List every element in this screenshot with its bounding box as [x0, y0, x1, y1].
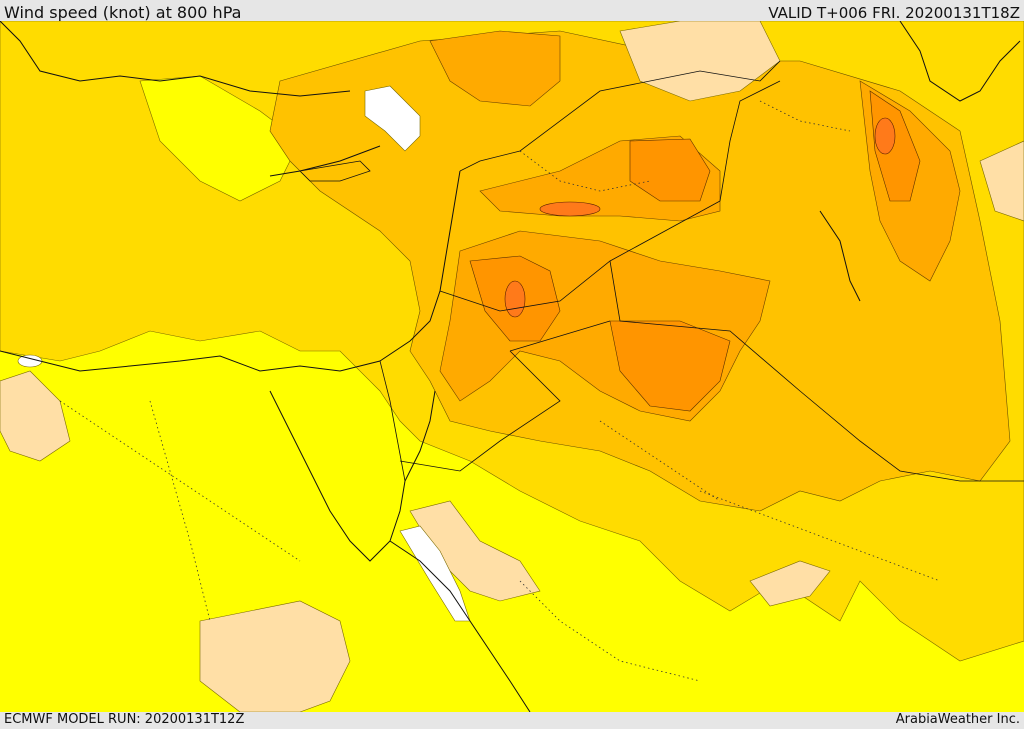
calm-zone-peach-south — [749, 560, 831, 607]
map-title: Wind speed (knot) at 800 hPa — [4, 3, 242, 22]
model-run-label: ECMWF MODEL RUN: 20200131T12Z — [4, 712, 245, 727]
footer-bar: ECMWF MODEL RUN: 20200131T12Z ArabiaWeat… — [0, 712, 1024, 729]
wind-speed-map[interactable] — [0, 21, 1024, 712]
title-bar: Wind speed (knot) at 800 hPa VALID T+006… — [0, 0, 1024, 22]
cyprus-island — [299, 160, 371, 182]
valid-time-label: VALID T+006 FRI. 20200131T18Z — [768, 4, 1020, 22]
wind-core-dark-orange-1 — [609, 320, 731, 412]
wind-band-orange-turkey — [429, 30, 561, 107]
wind-max-red-orange-1 — [504, 280, 526, 318]
internal-borders — [59, 100, 941, 682]
calm-zone-peach-egypt — [0, 370, 71, 462]
calm-zone-white-redsea — [399, 525, 471, 622]
credit-label: ArabiaWeather Inc. — [895, 712, 1020, 727]
wind-max-red-orange-2 — [874, 117, 896, 155]
wind-max-red-orange-3 — [539, 201, 601, 217]
wind-band-yellow-nw — [139, 75, 301, 202]
calm-zone-peach-caspian — [619, 21, 781, 102]
map-canvas[interactable] — [0, 21, 1024, 712]
coastlines — [0, 21, 1021, 712]
country-borders — [379, 60, 1024, 482]
calm-zone-peach-sudan — [199, 600, 351, 712]
calm-zone-peach-gulf — [979, 140, 1024, 222]
calm-zone-white-turkey — [364, 85, 421, 152]
wind-core-dark-orange-3 — [629, 138, 711, 202]
